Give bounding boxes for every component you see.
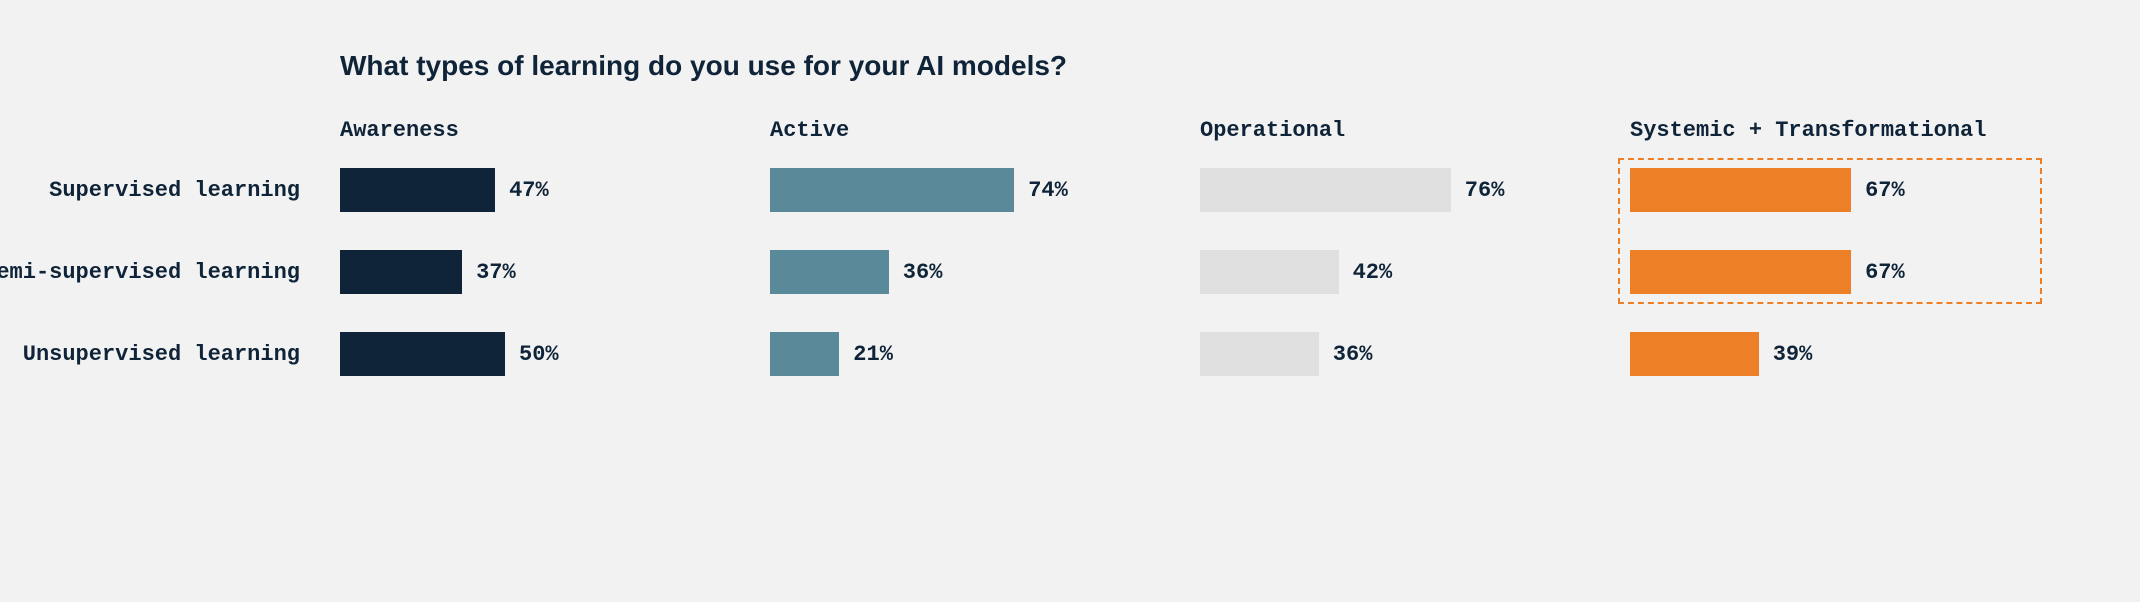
chart-row: Unsupervised learning50%21%36%39%	[340, 332, 2140, 376]
chart-grid: AwarenessActiveOperationalSystemic + Tra…	[340, 118, 2140, 376]
bar-value: 37%	[476, 260, 516, 285]
column-header: Systemic + Transformational	[1630, 118, 2060, 150]
bar	[770, 250, 889, 294]
bar	[340, 332, 505, 376]
column-header: Awareness	[340, 118, 770, 150]
bar-value: 42%	[1353, 260, 1393, 285]
bar	[1630, 168, 1851, 212]
bar-value: 36%	[1333, 342, 1373, 367]
bar-value: 76%	[1465, 178, 1505, 203]
chart-rows: Supervised learning47%74%76%67%Semi-supe…	[340, 168, 2140, 376]
chart-cell: 76%	[1200, 168, 1630, 212]
bar-value: 36%	[903, 260, 943, 285]
bar-value: 47%	[509, 178, 549, 203]
bar-value: 67%	[1865, 178, 1905, 203]
bar-value: 21%	[853, 342, 893, 367]
chart-cell: 37%	[340, 250, 770, 294]
chart-cell: 67%	[1630, 168, 2060, 212]
bar	[1630, 250, 1851, 294]
bar	[1200, 332, 1319, 376]
chart-cell: 21%	[770, 332, 1200, 376]
bar	[1200, 250, 1339, 294]
bar-value: 67%	[1865, 260, 1905, 285]
bar-value: 74%	[1028, 178, 1068, 203]
bar	[340, 168, 495, 212]
row-label: Supervised learning	[49, 178, 300, 203]
chart-cell: 47%	[340, 168, 770, 212]
chart-row: Semi-supervised learning37%36%42%67%	[340, 250, 2140, 294]
column-header: Active	[770, 118, 1200, 150]
column-headers: AwarenessActiveOperationalSystemic + Tra…	[340, 118, 2140, 150]
chart-cell: 67%	[1630, 250, 2060, 294]
row-label: Semi-supervised learning	[0, 260, 300, 285]
chart-row: Supervised learning47%74%76%67%	[340, 168, 2140, 212]
bar	[1200, 168, 1451, 212]
chart-cell: 36%	[770, 250, 1200, 294]
bar-value: 39%	[1773, 342, 1813, 367]
column-header: Operational	[1200, 118, 1630, 150]
bar	[1630, 332, 1759, 376]
bar-value: 50%	[519, 342, 559, 367]
row-label: Unsupervised learning	[23, 342, 300, 367]
chart-cell: 74%	[770, 168, 1200, 212]
chart-cell: 39%	[1630, 332, 2060, 376]
bar	[770, 168, 1014, 212]
bar	[770, 332, 839, 376]
chart-title: What types of learning do you use for yo…	[340, 50, 2140, 82]
chart-cell: 36%	[1200, 332, 1630, 376]
bar	[340, 250, 462, 294]
chart-cell: 50%	[340, 332, 770, 376]
chart-cell: 42%	[1200, 250, 1630, 294]
chart-container: What types of learning do you use for yo…	[0, 0, 2140, 602]
